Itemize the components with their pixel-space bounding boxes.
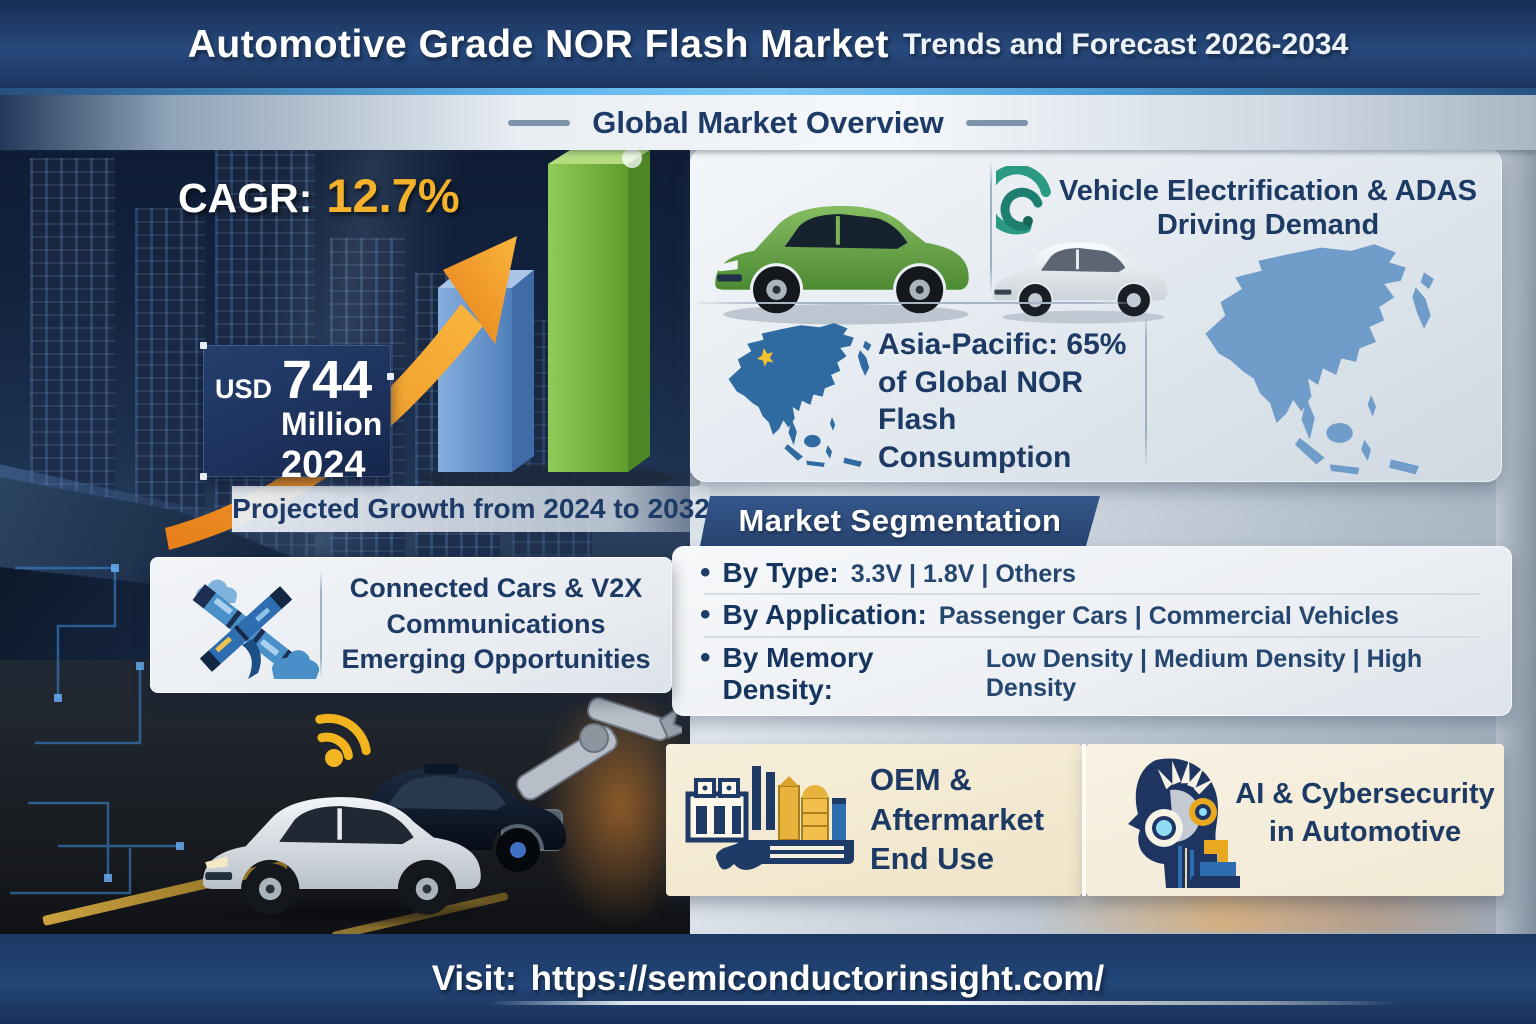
car-shadow [170,898,530,928]
connected-cars-panel: Connected Cars & V2X Communications Emer… [150,557,672,693]
ai-cybersecurity-panel: AI & Cybersecurity in Automotive [1086,744,1504,896]
bullet: • [700,641,711,675]
overview-band-label: Global Market Overview [592,104,944,140]
global-overview-panel: Vehicle Electrification & ADAS Driving D… [690,148,1502,482]
segment-value: Low Density | Medium Density | High Dens… [985,645,1423,703]
segmentation-banner: Market Segmentation [700,496,1100,546]
orange-light-streak [1030,893,1510,933]
connected-cars-text: Connected Cars & V2X Communications Emer… [341,573,651,675]
chart-caption: Projected Growth from 2024 to 2032 [232,486,710,532]
bullet: • [700,555,711,589]
segmentation-panel: • By Type: 3.3V | 1.8V | Others • By App… [672,546,1512,716]
panel-divider-vertical [1082,744,1086,896]
oem-text: OEM & Aftermarket End Use [870,762,1045,877]
market-value: 744 [282,350,373,410]
footer-bar: Visit: https://semiconductorinsight.com/ [0,934,1536,1024]
segment-label: By Memory Density: [722,642,874,706]
header-bar: Automotive Grade NOR Flash Market Trends… [0,0,1536,90]
overview-band: Global Market Overview [0,95,1536,150]
pin [387,373,394,380]
asia-pacific-text: Asia-Pacific: 65% of Global NOR Flash Co… [878,328,1127,474]
segment-value: Passenger Cars | Commercial Vehicles [938,602,1399,631]
footer-underline [488,1001,1400,1005]
cagr-label: CAGR: [178,175,313,221]
asia-map-large [1205,244,1434,475]
asia-map-small [728,323,872,467]
bar-2032 [548,148,650,472]
satellite-icon [192,579,320,679]
page-subtitle: Trends and Forecast 2026-2034 [903,28,1349,61]
electrification-text: Vehicle Electrification & ADAS Driving D… [1059,175,1477,242]
pin [200,342,207,349]
map-marker [757,348,774,367]
bullet: • [700,598,711,632]
circuit-pattern [10,564,184,895]
row-divider [704,635,1480,638]
pin [200,473,207,480]
segment-value: 3.3V | 1.8V | Others [850,559,1076,588]
oem-panel: OEM & Aftermarket End Use [666,744,1082,896]
green-car [715,205,969,325]
wifi-icon [315,713,371,767]
glow-divider [0,88,1536,95]
segmentation-row-type: • By Type: 3.3V | 1.8V | Others [700,556,1484,590]
dash-left [508,119,571,126]
panel-divider-vertical [1145,308,1147,468]
row-divider [704,593,1480,596]
ai-text: AI & Cybersecurity in Automotive [1235,778,1495,848]
panel-divider-vertical [990,160,992,294]
segmentation-row-density: • By Memory Density: Low Density | Mediu… [700,641,1484,706]
segment-label: By Type: [722,556,839,588]
dash-right [965,119,1028,126]
cagr-callout: CAGR: 12.7% [178,168,460,223]
market-value-unit: Million [281,406,383,443]
website-url[interactable]: https://semiconductorinsight.com/ [530,959,1105,998]
signal-arcs-icon [996,166,1051,235]
panel-divider-horizontal [698,302,1138,304]
segmentation-row-application: • By Application: Passenger Cars | Comme… [700,598,1484,632]
currency-label: USD [215,374,273,404]
ai-head-icon [1128,758,1240,888]
white-sedan [203,797,481,915]
growth-arrow-icon [165,236,517,550]
visit-label: Visit: [431,959,517,998]
page-title: Automotive Grade NOR Flash Market [187,23,890,66]
building [135,208,205,560]
cagr-value: 12.7% [326,169,460,222]
panel-divider-vertical [320,571,322,679]
market-value-box: USD 744 Million 2024 [200,342,394,486]
market-value-year: 2024 [281,444,366,487]
factory-icon [685,766,854,870]
segment-label: By Application: [722,599,927,631]
